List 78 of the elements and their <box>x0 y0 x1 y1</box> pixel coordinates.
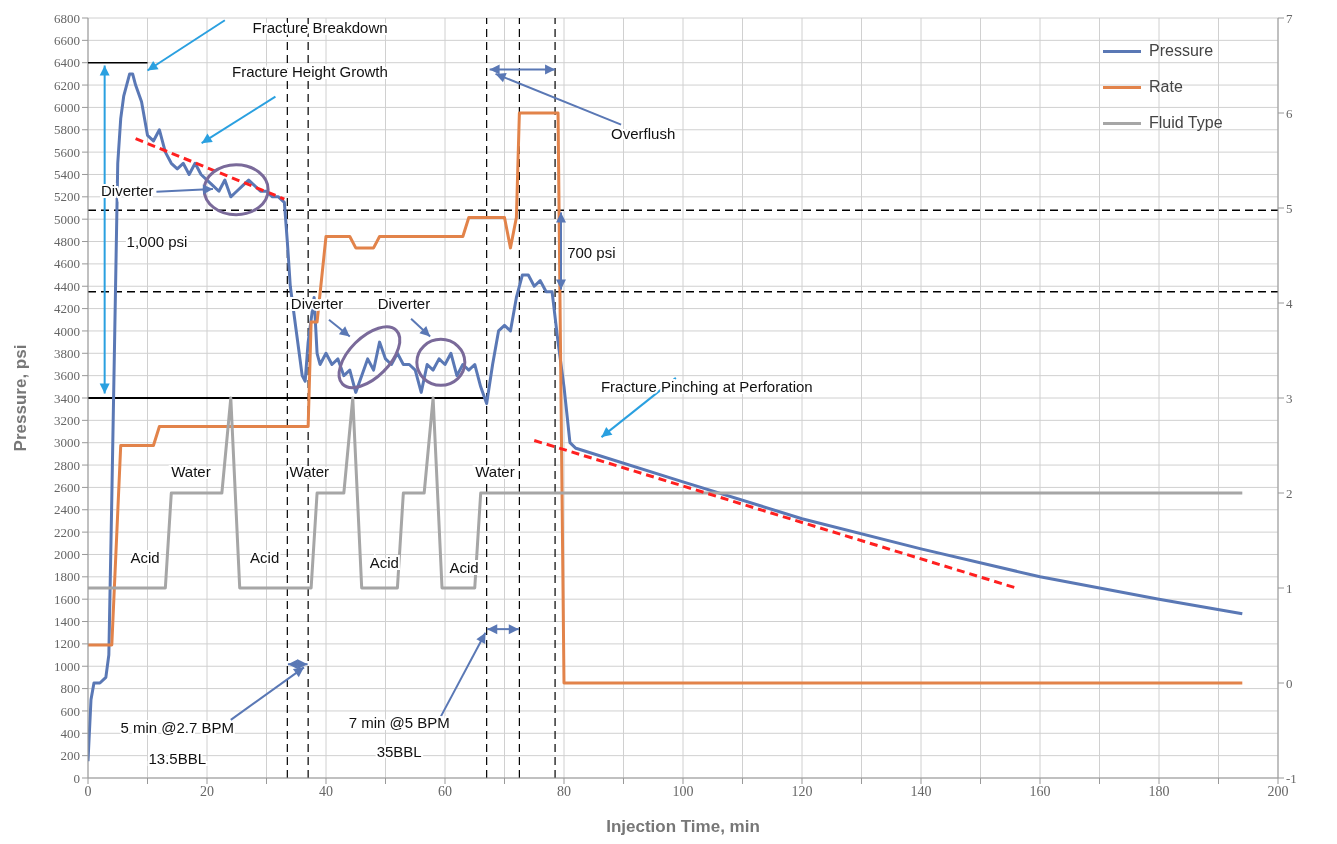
y2-tick-label: 7 <box>1286 10 1293 26</box>
x-tick-label: 180 <box>1148 783 1170 799</box>
y-tick-label: 3200 <box>54 412 80 428</box>
x-tick-label: 200 <box>1267 783 1289 799</box>
y-tick-label: 6400 <box>54 55 80 71</box>
x-tick-label: 80 <box>557 783 571 799</box>
y-tick-label: 2600 <box>54 480 80 496</box>
annotation: 5 min @2.7 BPM <box>120 719 235 737</box>
y-tick-label: 5800 <box>54 122 80 138</box>
annotation: Water <box>475 462 515 480</box>
y-tick-label: 5400 <box>54 167 80 183</box>
y2-tick-label: 5 <box>1286 200 1293 216</box>
legend-label: Pressure <box>1149 42 1214 60</box>
y-tick-label: 6800 <box>54 10 80 26</box>
annotation: 7 min @5 BPM <box>348 714 450 732</box>
y-tick-label: 2200 <box>54 524 80 540</box>
y-tick-label: 2800 <box>54 457 80 473</box>
y-tick-label: 600 <box>60 703 80 719</box>
y-tick-label: 1000 <box>54 658 80 674</box>
annotation: Diverter <box>377 295 431 313</box>
y-axis-title: Pressure, psi <box>11 344 31 452</box>
y-tick-label: 200 <box>60 748 80 764</box>
y-tick-label: 3000 <box>54 435 80 451</box>
x-tick-label: 20 <box>200 783 214 799</box>
x-tick-label: 120 <box>791 783 813 799</box>
annotation: Water <box>171 462 211 480</box>
y-tick-label: 1200 <box>54 636 80 652</box>
y-tick-label: 6200 <box>54 77 80 93</box>
x-tick-label: 100 <box>672 783 694 799</box>
line-series <box>88 111 1244 685</box>
y-tick-label: 2000 <box>54 547 80 563</box>
annotation: Acid <box>369 553 399 571</box>
x-tick-label: 160 <box>1029 783 1051 799</box>
legend-label: Fluid Type <box>1149 114 1223 132</box>
legend-label: Rate <box>1149 78 1183 96</box>
y-tick-label: 6000 <box>54 100 80 116</box>
y-tick-label: 4400 <box>54 278 80 294</box>
x-axis-title: Injection Time, min <box>606 817 760 836</box>
y2-tick-label: -1 <box>1286 770 1297 786</box>
annotation: Water <box>289 462 330 480</box>
annotation: Acid <box>130 548 160 566</box>
annotation: 700 psi <box>567 243 616 261</box>
y-tick-label: 3600 <box>54 368 80 384</box>
y2-tick-label: 3 <box>1286 390 1293 406</box>
annotation: Fracture Breakdown <box>252 19 388 37</box>
y-tick-label: 3400 <box>54 390 80 406</box>
x-tick-label: 40 <box>319 783 333 799</box>
y-tick-label: 400 <box>60 725 80 741</box>
y2-tick-label: 2 <box>1286 485 1293 501</box>
y-tick-label: 800 <box>60 681 80 697</box>
x-tick-label: 0 <box>84 783 92 799</box>
y-tick-label: 1600 <box>54 591 80 607</box>
y-tick-label: 4000 <box>54 323 80 339</box>
y-tick-label: 4800 <box>54 234 80 250</box>
y-tick-label: 6600 <box>54 32 80 48</box>
annotation: 35BBL <box>376 743 422 761</box>
annotation: Fracture Pinching at Perforation <box>600 378 813 396</box>
y2-tick-label: 0 <box>1286 675 1293 691</box>
y2-tick-label: 1 <box>1286 580 1293 596</box>
annotation: Acid <box>449 559 479 577</box>
y2-tick-label: 4 <box>1286 295 1293 311</box>
y-tick-label: 5600 <box>54 144 80 160</box>
y-tick-label: 3800 <box>54 345 80 361</box>
y-tick-label: 2400 <box>54 502 80 518</box>
y-tick-label: 1800 <box>54 569 80 585</box>
y-tick-label: 5000 <box>54 211 80 227</box>
y-tick-label: 1400 <box>54 614 80 630</box>
annotation: 13.5BBL <box>148 750 207 768</box>
annotation: 1,000 psi <box>126 233 188 251</box>
x-tick-label: 140 <box>910 783 932 799</box>
y-tick-label: 4600 <box>54 256 80 272</box>
y-tick-label: 5200 <box>54 189 80 205</box>
y2-tick-label: 6 <box>1286 105 1293 121</box>
annotation: Overflush <box>611 124 676 142</box>
y-tick-label: 0 <box>73 770 80 786</box>
y-tick-label: 4200 <box>54 301 80 317</box>
annotation: Acid <box>250 548 280 566</box>
x-tick-label: 60 <box>438 783 452 799</box>
